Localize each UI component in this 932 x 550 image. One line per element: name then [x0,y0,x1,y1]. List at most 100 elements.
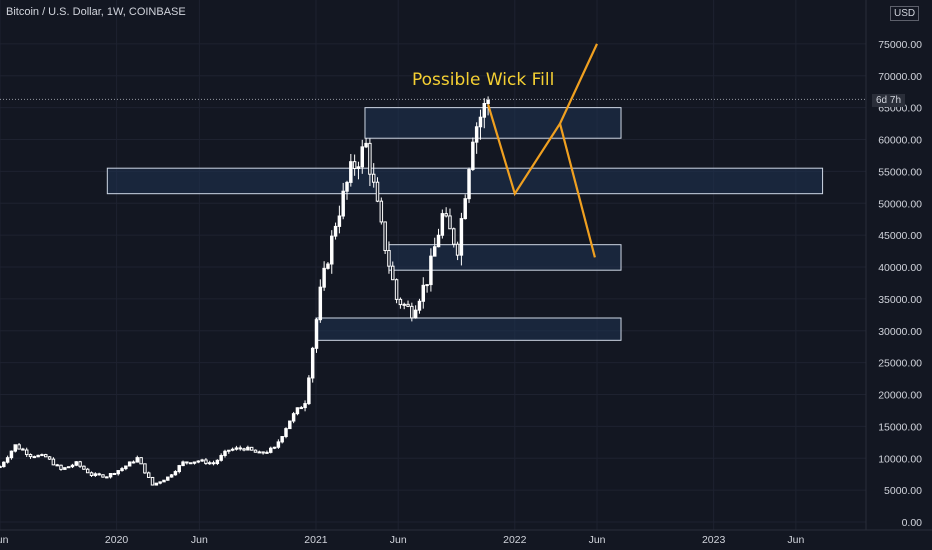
candle-body [63,467,67,470]
candle-body [379,200,384,223]
y-tick-label: 70000.00 [878,71,922,83]
chart-title: Bitcoin / U.S. Dollar, 1W, COINBASE [6,6,186,18]
candle-body [330,235,334,265]
bar-countdown-label: 6d 7h [872,94,906,107]
candle-body [181,461,185,467]
candle-body [349,161,353,183]
y-tick-label: 50000.00 [878,198,922,210]
candle-body [127,461,132,467]
candle-body [272,446,277,449]
candle-body [406,303,410,307]
candle-body [162,479,166,483]
candle-body [89,472,94,476]
candle-body [154,482,159,486]
candle-body [444,213,448,217]
candle-body [326,263,330,269]
candle-body [314,319,319,349]
candle-body [188,462,193,465]
candle-body [135,457,140,463]
candle-body [9,450,14,459]
candle-body [322,267,326,288]
x-tick-label: Jun [589,534,606,546]
y-tick-label: 0.00 [902,517,923,529]
candle-body [402,303,406,306]
candle-body [101,474,105,478]
candle-body [59,464,63,470]
y-tick-label: 5000.00 [884,485,922,497]
candle-body [44,454,48,458]
candle-body [257,451,262,454]
projection-path [487,43,598,197]
candle-body [303,403,307,409]
zones [106,107,824,341]
x-tick-label: Jun [390,534,407,546]
candle-body [249,446,254,451]
candle-body [40,454,44,457]
candle-body [307,377,311,405]
candle-body [5,457,10,463]
candle-body [120,468,124,472]
candle-body [196,460,201,463]
candle-body [169,474,174,478]
candle-body [288,420,292,430]
candle-body [341,190,345,217]
x-tick-label: 2023 [702,534,726,546]
support-resistance-zone [315,317,622,341]
candle-body [93,473,98,476]
candle-body [139,457,143,465]
candle-body [417,300,422,311]
candle-body [425,284,429,287]
candle-body [32,456,37,459]
candle-body [394,279,399,300]
candle-body [246,446,250,451]
candle-body [112,473,117,476]
candle-body [471,141,475,171]
time-axis[interactable]: Jun 2020 Jun 2021 Jun 2022 Jun 2023 Jun [0,534,805,546]
candle-body [238,447,242,450]
candle-body [207,462,212,465]
x-tick-label: 2020 [105,534,129,546]
candle-body [333,225,338,237]
support-resistance-zone [388,244,622,271]
candle-body [265,451,269,454]
candle-body [413,309,418,319]
candle-body [2,461,6,468]
currency-badge[interactable]: USD [890,6,920,21]
candle-body [482,103,487,118]
candle-body [371,173,376,183]
candle-body [280,436,284,443]
candle-body [200,459,204,462]
candle-body [146,472,151,478]
candle-body [108,473,113,478]
candle-body [410,305,414,319]
candle-body [36,454,40,458]
candle-body [82,465,86,470]
candle-body [318,286,323,321]
candle-body [143,463,147,474]
candle-body [486,99,490,105]
candle-body [230,448,235,451]
candle-body [368,142,372,175]
candle-body [261,451,265,454]
candle-body [440,213,445,236]
y-tick-label: 40000.00 [878,262,922,274]
candle-body [356,166,361,170]
x-tick-label: Jun [0,534,9,546]
y-tick-label: 75000.00 [878,39,922,51]
candle-body [242,448,246,451]
candle-body [269,447,273,453]
y-tick-label: 35000.00 [878,294,922,306]
candle-body [192,461,197,464]
candle-body [223,450,227,457]
candle-body [204,459,208,464]
y-tick-label: 60000.00 [878,135,922,147]
y-tick-label: 15000.00 [878,421,922,433]
candle-body [391,265,395,281]
candle-body [158,481,162,484]
price-axis[interactable]: 0.00 5000.00 10000.00 15000.00 20000.00 25000… [878,39,922,529]
y-tick-label: 10000.00 [878,453,922,465]
candle-body [448,215,452,230]
candle-body [429,255,433,286]
candle-body [185,461,189,464]
